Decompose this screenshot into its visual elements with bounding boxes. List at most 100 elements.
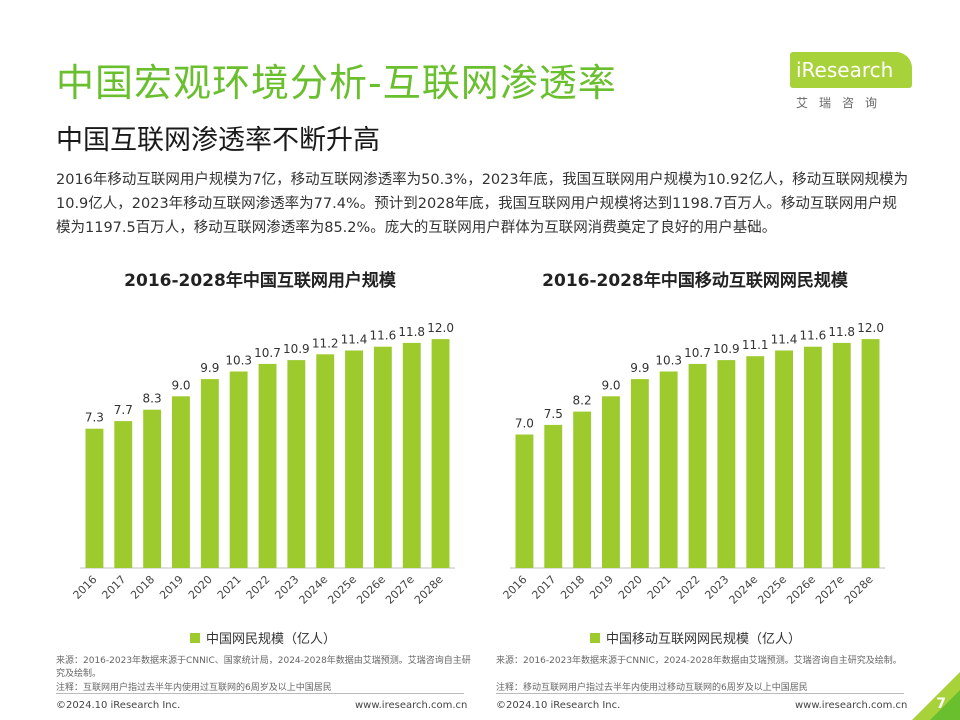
bar <box>200 379 219 568</box>
tick-label: 2018 <box>558 573 587 602</box>
tick-label: 2028e <box>412 573 446 607</box>
tick-label: 2021 <box>645 573 674 602</box>
page-number: 7 <box>936 696 946 712</box>
note-left: 注释：互联网用户指过去半年内使用过互联网的6周岁及以上中国居民 <box>56 683 332 693</box>
legend-swatch-right <box>590 632 600 643</box>
footer-divider-right <box>496 693 904 694</box>
tick-label: 2025e <box>325 573 359 607</box>
data-label: 7.0 <box>515 417 534 431</box>
footer-url-right: www.iresearch.com.cn <box>795 700 908 711</box>
bar <box>114 421 133 568</box>
logo-name: iResearch <box>796 58 894 82</box>
tick-label: 2026e <box>784 573 818 607</box>
bar <box>143 409 162 568</box>
page-subtitle: 中国互联网渗透率不断升高 <box>56 125 380 156</box>
chart-title-left: 2016-2028年中国互联网用户规模 <box>124 271 396 291</box>
source-right: 来源：2016-2023年数据来源于CNNIC，2024-2028年数据由艾瑞预… <box>496 656 902 666</box>
legend-left: 中国网民规模（亿人） <box>190 628 336 647</box>
data-label: 8.2 <box>573 394 592 408</box>
bar <box>602 396 620 568</box>
bar <box>287 360 306 568</box>
data-label: 11.4 <box>341 333 368 347</box>
tick-label: 2021 <box>215 573 244 602</box>
bar <box>659 371 678 568</box>
bar <box>688 363 707 568</box>
data-label: 11.4 <box>771 333 798 347</box>
data-label: 9.9 <box>200 361 219 375</box>
tick-label: 2025e <box>755 573 789 607</box>
data-label: 11.8 <box>828 325 855 339</box>
bar <box>630 379 649 568</box>
page-title: 中国宏观环境分析-互联网渗透率 <box>56 61 617 105</box>
bar <box>515 434 534 568</box>
legend-label-right: 中国移动互联网网民规模（亿人） <box>606 632 802 647</box>
bar <box>258 363 277 568</box>
data-label: 12.0 <box>427 321 454 335</box>
bar <box>803 346 822 568</box>
bar <box>832 342 851 568</box>
data-label: 10.7 <box>684 346 711 360</box>
data-label: 10.3 <box>225 354 252 368</box>
legend-swatch-left <box>190 632 200 643</box>
data-label: 9.0 <box>601 378 620 392</box>
tick-label: 2027e <box>383 573 417 607</box>
data-label: 10.7 <box>254 346 281 360</box>
data-label: 10.3 <box>655 354 682 368</box>
tick-label: 2020 <box>616 573 645 602</box>
footer-divider-left <box>56 693 464 694</box>
bar <box>316 354 335 568</box>
corner-accent <box>912 672 960 720</box>
data-label: 9.9 <box>630 361 649 375</box>
footer-copyright-left: ©2024.10 iResearch Inc. <box>56 700 181 711</box>
data-label: 10.9 <box>713 342 740 356</box>
tick-label: 2024e <box>297 573 331 607</box>
tick-label: 2027e <box>813 573 847 607</box>
bar <box>544 424 563 568</box>
data-label: 10.9 <box>283 342 310 356</box>
tick-label: 2020 <box>186 573 215 602</box>
data-label: 7.3 <box>85 411 104 425</box>
legend-label-left: 中国网民规模（亿人） <box>206 632 337 647</box>
mobile-internet-users-chart: 7.0 2016 7.5 2017 8.2 2018 9.0 2019 9.9 2020 10.3 2… <box>501 321 885 607</box>
bar <box>775 350 793 568</box>
tick-label: 2016 <box>501 573 530 602</box>
bar <box>431 339 450 568</box>
tick-label: 2026e <box>354 573 388 607</box>
bar <box>85 428 104 568</box>
bar <box>402 342 421 568</box>
corner-triangle-dark <box>930 690 960 720</box>
footer-url-left: www.iresearch.com.cn <box>355 700 468 711</box>
logo-badge <box>790 52 912 88</box>
data-label: 7.5 <box>544 407 563 421</box>
bar <box>345 350 363 568</box>
iresearch-logo: iResearch 艾瑞咨询 <box>790 52 920 112</box>
source-left: 来源：2016-2023年数据来源于CNNIC、国家统计局，2024-2028年… <box>56 656 471 679</box>
bar <box>373 346 392 568</box>
logo-subtitle: 艾瑞咨询 <box>796 96 889 110</box>
summary-paragraph: 2016年移动互联网用户规模为7亿，移动互联网渗透率为50.3%，2023年底，… <box>56 172 909 236</box>
tick-label: 2024e <box>727 573 761 607</box>
data-label: 11.6 <box>800 329 827 343</box>
chart-title-right: 2016-2028年中国移动互联网网民规模 <box>542 271 848 291</box>
data-label: 12.0 <box>857 321 884 335</box>
tick-label: 2019 <box>587 573 616 602</box>
data-label: 9.0 <box>171 378 190 392</box>
bar <box>861 339 880 568</box>
tick-label: 2028e <box>842 573 876 607</box>
note-right: 注释：移动互联网用户指过去半年内使用过移动互联网的6周岁及以上中国居民 <box>496 683 808 693</box>
legend-right: 中国移动互联网网民规模（亿人） <box>590 628 801 647</box>
tick-label: 2018 <box>128 573 157 602</box>
tick-label: 2022 <box>674 573 703 602</box>
bar <box>717 360 736 568</box>
tick-label: 2019 <box>157 573 186 602</box>
tick-label: 2016 <box>71 573 100 602</box>
data-label: 11.2 <box>312 336 339 350</box>
bar <box>573 411 592 568</box>
tick-label: 2017 <box>99 573 128 602</box>
footer-copyright-right: ©2024.10 iResearch Inc. <box>496 700 621 711</box>
data-label: 8.3 <box>143 392 162 406</box>
data-label: 7.7 <box>114 403 133 417</box>
bar <box>172 396 190 568</box>
data-label: 11.8 <box>398 325 425 339</box>
data-label: 11.1 <box>742 338 769 352</box>
